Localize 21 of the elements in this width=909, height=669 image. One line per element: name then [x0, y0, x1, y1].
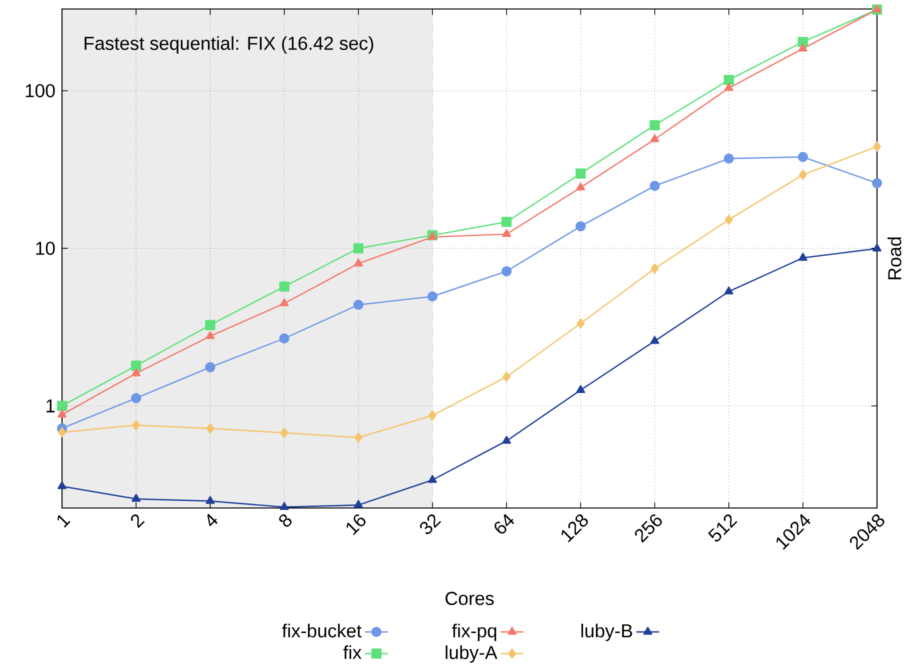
annotation: Fastest sequential: FIX (16.42 sec) — [84, 36, 374, 54]
y-tick-label: 100 — [26, 84, 55, 98]
x-tick-label: 4 — [207, 514, 218, 526]
legend-label: luby-B — [581, 624, 632, 642]
y-tick-label: 1 — [46, 399, 55, 412]
x-tick-label: 128 — [562, 514, 588, 542]
x-tick-label: 2 — [131, 514, 145, 528]
x-tick-label: 8 — [279, 514, 292, 527]
x-tick-label: 1 — [57, 515, 70, 528]
legend-label: luby-A — [446, 645, 498, 663]
x-tick-label: 32 — [420, 514, 442, 534]
y-tick-label: 10 — [36, 242, 55, 255]
x-tick-label: 256 — [634, 514, 662, 543]
legend-label: fix — [343, 645, 362, 659]
y-axis-title: Road — [888, 237, 902, 280]
legend-label: fix-pq — [452, 624, 496, 642]
x-tick-label: 64 — [494, 514, 514, 534]
x-tick-label: 512 — [708, 514, 738, 542]
x-axis-title: Cores — [446, 592, 494, 606]
legend-label: fix-bucket — [282, 624, 362, 638]
x-tick-label: 16 — [346, 514, 366, 536]
